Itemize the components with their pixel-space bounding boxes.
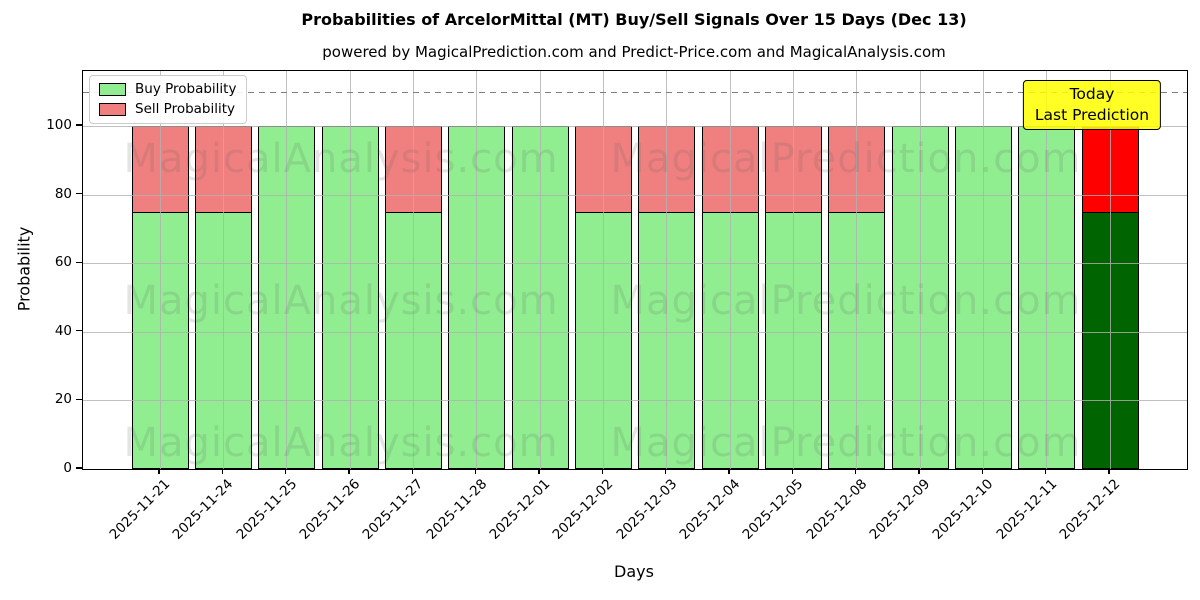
- legend: Buy Probability Sell Probability: [89, 75, 248, 124]
- today-annotation-line2: Last Prediction: [1034, 105, 1150, 124]
- gridline-x-2025-12-11: [1046, 71, 1048, 469]
- x-tick-mark-2025-12-10: [981, 469, 983, 474]
- gridline-x-2025-11-24: [222, 71, 224, 469]
- gridlines-layer: [83, 71, 1187, 469]
- x-tick-mark-2025-12-03: [665, 469, 667, 474]
- x-tick-mark-2025-11-21: [158, 469, 160, 474]
- y-tick-label-0: 0: [63, 460, 72, 476]
- x-tick-mark-2025-12-02: [601, 469, 603, 474]
- legend-label-sell: Sell Probability: [135, 100, 236, 117]
- watermark-3: MagicalAnalysis.com: [123, 278, 559, 324]
- watermark-4: MagicalPrediction.com: [610, 278, 1082, 324]
- gridline-x-2025-11-26: [349, 71, 351, 469]
- x-tick-mark-2025-12-04: [728, 469, 730, 474]
- x-tick-mark-2025-12-01: [538, 469, 540, 474]
- watermark-5: MagicalAnalysis.com: [123, 420, 559, 466]
- watermark-2: MagicalPrediction.com: [610, 136, 1082, 182]
- gridline-x-2025-12-04: [729, 71, 731, 469]
- y-tick-mark-100: [76, 124, 82, 126]
- y-tick-label-80: 80: [54, 185, 72, 202]
- x-tick-mark-2025-12-08: [855, 469, 857, 474]
- y-tick-label-40: 40: [54, 322, 72, 339]
- y-tick-label-20: 20: [54, 391, 72, 408]
- y-tick-label-60: 60: [54, 254, 72, 271]
- chart-title: Probabilities of ArcelorMittal (MT) Buy/…: [301, 10, 967, 29]
- gridline-x-2025-11-28: [476, 71, 478, 469]
- y-tick-mark-40: [76, 330, 82, 332]
- gridline-y-60: [83, 263, 1187, 265]
- gridline-x-2025-12-12: [1109, 71, 1111, 469]
- y-tick-mark-80: [76, 192, 82, 195]
- gridline-x-2025-12-03: [666, 71, 668, 469]
- gridline-x-2025-11-25: [286, 71, 288, 469]
- x-tick-mark-2025-12-05: [791, 469, 793, 474]
- gridline-y-20: [83, 400, 1187, 402]
- watermark-1: MagicalAnalysis.com: [123, 136, 559, 182]
- y-tick-mark-60: [76, 261, 82, 263]
- gridline-x-2025-12-05: [792, 71, 794, 469]
- x-tick-mark-2025-12-09: [918, 469, 920, 474]
- today-annotation: Today Last Prediction: [1022, 80, 1162, 130]
- x-tick-mark-2025-11-26: [348, 469, 350, 474]
- gridline-y-40: [83, 331, 1187, 333]
- x-tick-mark-2025-11-24: [221, 469, 223, 474]
- x-tick-mark-2025-12-11: [1045, 469, 1047, 474]
- watermark-6: MagicalPrediction.com: [610, 420, 1082, 466]
- y-tick-mark-0: [76, 467, 82, 469]
- x-tick-mark-2025-11-28: [475, 469, 477, 474]
- x-tick-mark-2025-11-25: [285, 469, 287, 474]
- buy-probability-swatch: [99, 83, 126, 97]
- x-tick-mark-2025-12-12: [1108, 469, 1110, 474]
- gridline-x-2025-12-09: [919, 71, 921, 469]
- gridline-x-2025-12-01: [539, 71, 541, 469]
- gridline-x-2025-11-27: [412, 71, 414, 469]
- legend-item-buy: Buy Probability: [99, 81, 237, 97]
- gridline-x-2025-12-08: [856, 71, 858, 469]
- plot-area: MagicalAnalysis.com MagicalPrediction.com…: [82, 70, 1188, 470]
- watermark-layer: MagicalAnalysis.com MagicalPrediction.com…: [83, 71, 1187, 469]
- gridline-x-2025-12-10: [982, 71, 984, 469]
- legend-label-buy: Buy Probability: [135, 81, 237, 97]
- gridline-y-80: [83, 194, 1187, 196]
- x-tick-mark-2025-11-27: [411, 469, 413, 474]
- today-annotation-line1: Today: [1069, 85, 1115, 103]
- sell-probability-swatch: [99, 102, 126, 116]
- chart-subtitle: powered by MagicalPrediction.com and Pre…: [322, 43, 946, 61]
- y-tick-label-100: 100: [46, 116, 72, 133]
- gridline-y-100: [83, 125, 1187, 127]
- gridline-x-2025-11-21: [159, 71, 161, 469]
- threshold-dashed-line: [83, 91, 1187, 94]
- gridline-x-2025-12-02: [602, 71, 604, 469]
- legend-item-sell: Sell Probability: [99, 100, 236, 117]
- y-tick-mark-20: [76, 398, 82, 401]
- x-axis-label: Days: [614, 562, 654, 581]
